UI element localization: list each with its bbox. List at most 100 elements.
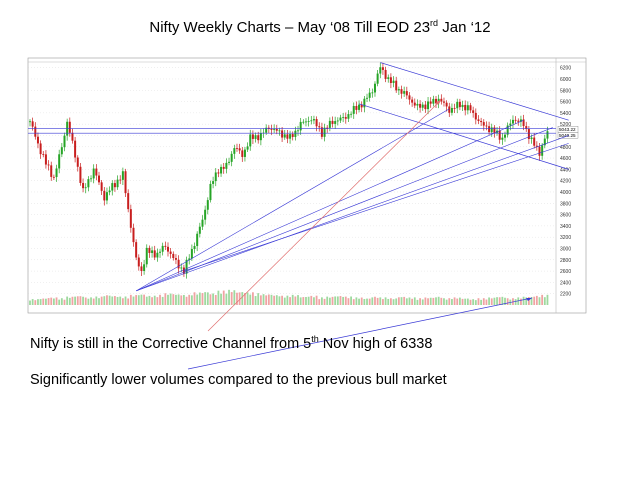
y-tick-label: 5400 xyxy=(560,111,571,117)
candle-body xyxy=(217,172,220,174)
volume-bar xyxy=(90,297,92,305)
volume-bar xyxy=(437,296,440,305)
candle-body xyxy=(204,209,207,220)
candle-body xyxy=(105,192,108,201)
candle-body xyxy=(299,121,302,131)
volume-bar xyxy=(485,299,488,305)
volume-bar xyxy=(145,296,148,305)
fan-line xyxy=(136,135,569,292)
candle-body xyxy=(387,77,390,79)
candle-body xyxy=(286,134,289,139)
candle-body xyxy=(326,127,329,129)
volume-bar xyxy=(294,296,297,305)
volume-bar xyxy=(74,296,77,305)
candle-body xyxy=(84,187,87,189)
volume-bar xyxy=(103,296,106,305)
candle-body xyxy=(111,183,114,191)
volume-bar xyxy=(527,297,530,305)
slide-title: Nifty Weekly Charts – May ‘08 Till EOD 2… xyxy=(0,18,640,36)
volume-bar xyxy=(493,297,496,305)
volume-bar xyxy=(533,296,536,305)
candle-body xyxy=(79,166,82,183)
candle-body xyxy=(124,171,127,194)
volume-bar xyxy=(172,294,175,305)
volume-bar xyxy=(307,296,310,305)
volume-bar xyxy=(98,298,100,305)
candle-body xyxy=(103,190,106,201)
candle-body xyxy=(522,119,525,127)
y-tick-label: 4800 xyxy=(560,145,571,151)
volume-bar xyxy=(201,293,204,305)
volume-bar xyxy=(334,296,337,305)
volume-bar xyxy=(443,298,445,305)
volume-bar xyxy=(305,296,307,305)
volume-bar xyxy=(37,299,39,305)
candle-body xyxy=(519,119,522,122)
candle-body xyxy=(323,127,326,137)
rising-support-line xyxy=(183,143,569,272)
candle-body xyxy=(235,148,238,149)
volume-bar xyxy=(159,294,161,305)
volume-bar xyxy=(87,298,90,305)
candle-body xyxy=(230,153,233,162)
candle-body xyxy=(251,134,254,139)
candle-body xyxy=(373,83,376,93)
candle-body xyxy=(164,245,167,247)
candle-body xyxy=(174,258,177,260)
volume-bar xyxy=(480,299,483,305)
candle-body xyxy=(151,250,154,253)
candle-body xyxy=(501,137,504,140)
candle-body xyxy=(419,103,422,108)
volume-bar xyxy=(68,297,71,305)
volume-bar xyxy=(403,296,406,305)
volume-bar xyxy=(278,296,281,305)
candle-body xyxy=(466,105,469,111)
candle-body xyxy=(392,80,395,84)
volume-bar xyxy=(262,294,265,305)
candle-body xyxy=(328,120,331,128)
candle-body xyxy=(82,182,85,189)
volume-bar xyxy=(435,297,437,305)
y-tick-label: 4200 xyxy=(560,179,571,185)
volume-bar xyxy=(82,296,84,305)
candle-body xyxy=(535,145,538,147)
volume-bar xyxy=(328,297,331,305)
volume-bar xyxy=(315,295,318,305)
candle-body xyxy=(140,266,143,271)
price-label: 5043.22 xyxy=(559,127,576,132)
y-tick-label: 5200 xyxy=(560,122,571,128)
volume-bar xyxy=(108,295,111,305)
volume-bar xyxy=(504,297,506,305)
volume-bar xyxy=(254,296,257,305)
gridlines: 6200600058005600540052005000480046004400… xyxy=(28,66,571,298)
note-lower-volumes: Significantly lower volumes compared to … xyxy=(30,372,447,388)
volume-bar xyxy=(31,299,34,305)
candle-body xyxy=(344,117,347,119)
candle-body xyxy=(450,107,453,113)
candle-body xyxy=(193,246,196,249)
candle-body xyxy=(246,146,249,150)
candle-body xyxy=(273,128,276,130)
volume-bar xyxy=(342,296,345,305)
volume-bar xyxy=(119,296,122,305)
candle-body xyxy=(289,134,292,139)
volume-bar xyxy=(39,299,42,305)
volume-bar xyxy=(355,297,358,305)
volume-bar xyxy=(267,294,270,305)
candle-body xyxy=(514,119,517,121)
candle-body xyxy=(342,117,345,118)
candle-body xyxy=(97,175,100,183)
volume-bar xyxy=(161,296,164,305)
candle-body xyxy=(278,130,281,132)
candle-body xyxy=(504,134,507,138)
volume-bar xyxy=(525,297,528,305)
volume-bar xyxy=(135,295,138,305)
candle-body xyxy=(259,133,262,141)
volume-bar xyxy=(259,295,262,305)
candle-body xyxy=(389,77,392,84)
candle-body xyxy=(119,179,122,181)
candle-body xyxy=(541,145,544,156)
candle-body xyxy=(172,253,175,259)
candle-body xyxy=(461,104,464,108)
